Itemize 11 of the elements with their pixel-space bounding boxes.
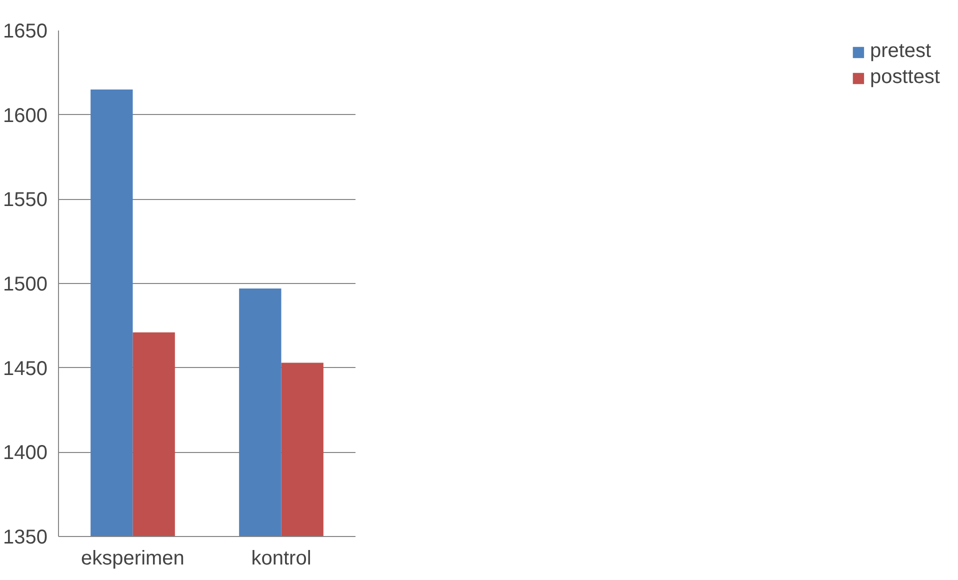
- x-tick-label: kontrol: [251, 548, 312, 570]
- y-tick-label: 1350: [3, 526, 48, 548]
- y-tick-label: 1450: [3, 358, 48, 380]
- legend-label: posttest: [870, 66, 940, 89]
- y-tick-label: 1600: [3, 104, 48, 127]
- x-tick-label: eksperimen: [81, 548, 184, 570]
- y-tick-label: 1400: [3, 442, 48, 464]
- y-tick-label: 1500: [3, 274, 48, 296]
- y-tick-label: 1650: [3, 20, 48, 42]
- legend-label: pretest: [870, 40, 932, 63]
- y-tick-label: 1550: [3, 189, 48, 212]
